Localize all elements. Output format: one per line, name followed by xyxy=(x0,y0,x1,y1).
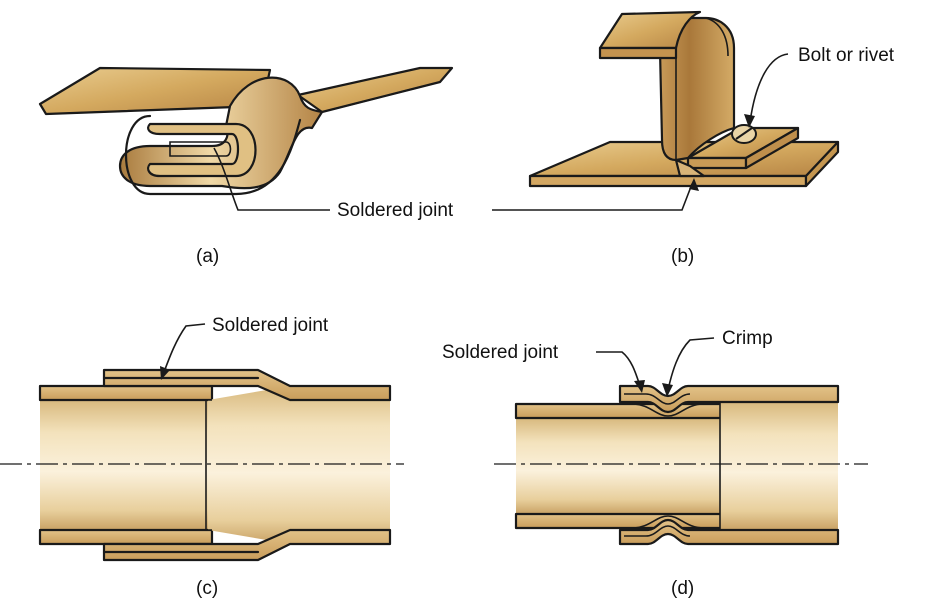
arrow-b-bolt xyxy=(744,114,755,128)
b-base-plate-edge xyxy=(528,174,808,188)
b-bracket-flange xyxy=(598,10,702,50)
c-outer-pipe xyxy=(208,386,390,544)
c-inner-pipe xyxy=(40,400,212,530)
label-soldered-joint-c: Soldered joint xyxy=(212,315,329,336)
diagram-b-bracket xyxy=(528,10,840,188)
d-outer-wall-bottom xyxy=(618,518,840,546)
diagram-a-folded-seam xyxy=(38,66,454,196)
arrow-d-crimp xyxy=(662,383,673,397)
diagram-d-crimp-joint xyxy=(494,384,868,546)
a-bend xyxy=(118,76,324,190)
leader-c-soldered xyxy=(163,323,206,373)
arrow-b-soldered xyxy=(689,178,699,191)
diagram-c-pipe-joint xyxy=(0,368,404,562)
label-bolt-or-rivet: Bolt or rivet xyxy=(798,45,895,66)
bolt-head-icon xyxy=(731,124,757,144)
label-crimp: Crimp xyxy=(722,328,773,349)
a-fold-hook xyxy=(147,122,257,178)
label-soldered-joint-ab: Soldered joint xyxy=(337,200,454,221)
leader-d-soldered xyxy=(596,351,641,387)
leader-a-soldered xyxy=(213,147,330,211)
arrow-d-soldered xyxy=(634,380,645,393)
caption-b: (b) xyxy=(671,246,694,267)
leader-b-bolt xyxy=(749,53,789,123)
d-inner-pipe xyxy=(516,418,722,514)
caption-a: (a) xyxy=(196,246,219,267)
caption-d: (d) xyxy=(671,578,694,599)
caption-c: (c) xyxy=(196,578,218,599)
a-solder-slot xyxy=(169,141,232,157)
arrow-c-soldered xyxy=(160,366,170,380)
leader-b-soldered xyxy=(492,183,693,211)
d-outer-wall-top xyxy=(618,384,840,414)
leader-d-crimp xyxy=(667,337,715,391)
d-outer-pipe xyxy=(720,402,838,530)
a-right-sheet xyxy=(296,66,454,114)
label-soldered-joint-d: Soldered joint xyxy=(442,342,559,363)
